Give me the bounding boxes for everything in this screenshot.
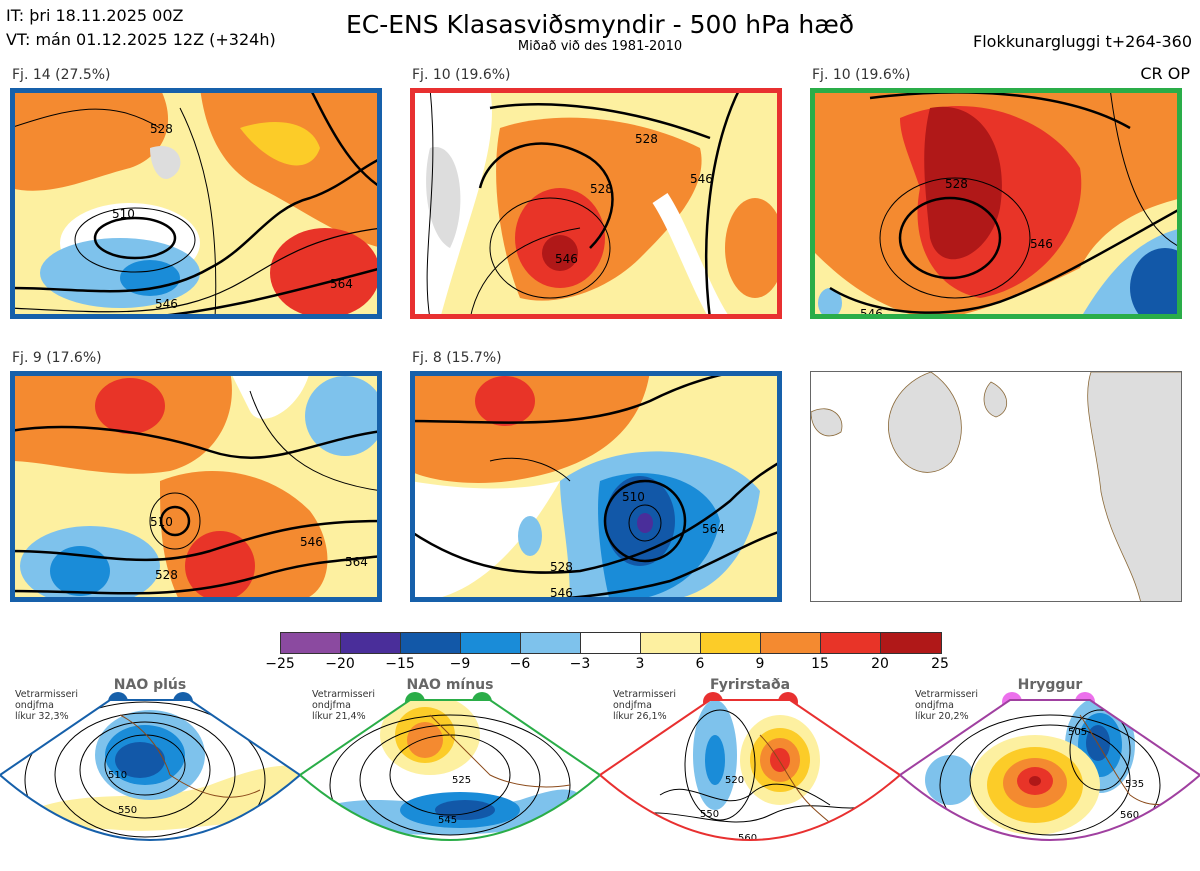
cluster-map-3: 528 546 546 bbox=[810, 88, 1182, 319]
regime-note: Vetrarmisseri ondjfma líkur 26,1% bbox=[613, 689, 676, 722]
contour-label: 510 bbox=[112, 207, 135, 221]
colorbar-swatch bbox=[821, 633, 881, 653]
regime-season: Vetrarmisseri bbox=[613, 689, 676, 700]
panel-label: Fj. 10 (19.6%) bbox=[812, 67, 911, 83]
page-subtitle: Miðað við des 1981-2010 bbox=[517, 39, 683, 54]
regime-probability: líkur 20,2% bbox=[915, 711, 969, 722]
regime-metric: ondjfma bbox=[312, 700, 351, 711]
colorbar-tick: −25 bbox=[265, 656, 295, 672]
regime-title: NAO plús bbox=[113, 677, 187, 693]
regime-probability: líkur 26,1% bbox=[613, 711, 667, 722]
colorbar-swatch bbox=[401, 633, 461, 653]
regime-probability: líkur 32,3% bbox=[15, 711, 69, 722]
colorbar-swatch bbox=[701, 633, 761, 653]
regime-season: Vetrarmisseri bbox=[15, 689, 78, 700]
contour-label: 528 bbox=[150, 122, 173, 136]
colorbar-swatch bbox=[881, 633, 941, 653]
contour-label: 535 bbox=[1125, 779, 1144, 790]
contour-label: 546 bbox=[155, 297, 178, 311]
contour-label: 510 bbox=[150, 515, 173, 529]
cluster-map-5: 510 528 546 564 bbox=[410, 371, 782, 602]
regime-note: Vetrarmisseri ondjfma líkur 20,2% bbox=[915, 689, 978, 722]
cr-op-label: CR OP bbox=[1140, 64, 1190, 83]
contour-label: 546 bbox=[555, 252, 578, 266]
regime-title: Fyrirstaða bbox=[709, 677, 791, 693]
colorbar-tick: −15 bbox=[385, 656, 415, 672]
contour-label: 520 bbox=[725, 775, 744, 786]
contour-label: 510 bbox=[108, 770, 127, 781]
contour-label: 510 bbox=[622, 490, 645, 504]
cluster-map-2: 528 546 528 546 bbox=[410, 88, 782, 319]
regime-title: Hryggur bbox=[1017, 677, 1083, 693]
contour-label: 546 bbox=[550, 586, 573, 600]
colorbar-tick: 3 bbox=[635, 656, 645, 672]
colorbar-swatch bbox=[341, 633, 401, 653]
regime-map-nao-plus: 510 550 bbox=[0, 699, 300, 841]
cluster-map-4: 510 528 546 564 bbox=[10, 371, 382, 602]
contour-label: 528 bbox=[550, 560, 573, 574]
contour-label: 546 bbox=[690, 172, 713, 186]
colorbar-tick: 25 bbox=[931, 656, 949, 672]
contour-label: 560 bbox=[1120, 810, 1139, 821]
colorbar-swatch bbox=[641, 633, 701, 653]
regime-metric: ondjfma bbox=[915, 700, 954, 711]
contour-label: 546 bbox=[1030, 237, 1053, 251]
colorbar-swatch bbox=[281, 633, 341, 653]
panel-label: Fj. 8 (15.7%) bbox=[412, 350, 502, 366]
colorbar bbox=[280, 632, 942, 654]
contour-label: 528 bbox=[590, 182, 613, 196]
panel-label: Fj. 14 (27.5%) bbox=[12, 67, 111, 83]
colorbar-tick: −20 bbox=[325, 656, 355, 672]
contour-label: 550 bbox=[700, 809, 719, 820]
regime-map-nao-minus: 525 545 565 bbox=[300, 699, 600, 861]
colorbar-tick: 6 bbox=[695, 656, 705, 672]
regime-title: NAO mínus bbox=[406, 677, 494, 693]
regime-season: Vetrarmisseri bbox=[915, 689, 978, 700]
regime-note: Vetrarmisseri ondjfma líkur 32,3% bbox=[15, 689, 78, 722]
regime-season: Vetrarmisseri bbox=[312, 689, 375, 700]
regime-map-ridge: 505 535 560 bbox=[900, 699, 1200, 841]
cluster-map-1: 510 528 546 564 bbox=[10, 88, 382, 319]
contour-label: 550 bbox=[118, 805, 137, 816]
panel-label: Fj. 10 (19.6%) bbox=[412, 67, 511, 83]
regime-probability: líkur 21,4% bbox=[312, 711, 366, 722]
colorbar-tick: 9 bbox=[755, 656, 765, 672]
contour-label: 560 bbox=[738, 833, 757, 844]
colorbar-swatch bbox=[461, 633, 521, 653]
regime-metric: ondjfma bbox=[15, 700, 54, 711]
regime-note: Vetrarmisseri ondjfma líkur 21,4% bbox=[312, 689, 375, 722]
colorbar-swatch bbox=[581, 633, 641, 653]
panel-label: Fj. 9 (17.6%) bbox=[12, 350, 102, 366]
regime-map-blocking: 520 550 560 bbox=[600, 699, 900, 844]
contour-label: 525 bbox=[452, 775, 471, 786]
colorbar-tick: −3 bbox=[569, 656, 591, 672]
colorbar-swatch bbox=[761, 633, 821, 653]
operational-map bbox=[810, 371, 1182, 602]
classification-window: Flokkunargluggi t+264-360 bbox=[973, 32, 1192, 51]
init-time: IT: þri 18.11.2025 00Z bbox=[6, 6, 184, 25]
contour-label: 546 bbox=[300, 535, 323, 549]
colorbar-tick: −6 bbox=[509, 656, 531, 672]
contour-label: 564 bbox=[345, 555, 368, 569]
valid-time: VT: mán 01.12.2025 12Z (+324h) bbox=[6, 30, 276, 49]
contour-label: 564 bbox=[330, 277, 353, 291]
contour-label: 505 bbox=[1068, 727, 1087, 738]
page-title: EC-ENS Klasasviðsmyndir - 500 hPa hæð bbox=[345, 10, 855, 39]
colorbar-tick: 15 bbox=[811, 656, 829, 672]
contour-label: 528 bbox=[635, 132, 658, 146]
colorbar-tick: −9 bbox=[449, 656, 471, 672]
contour-label: 565 bbox=[445, 850, 464, 861]
colorbar-swatch bbox=[521, 633, 581, 653]
contour-label: 564 bbox=[702, 522, 725, 536]
regime-metric: ondjfma bbox=[613, 700, 652, 711]
contour-label: 528 bbox=[155, 568, 178, 582]
contour-label: 546 bbox=[860, 307, 883, 319]
contour-label: 528 bbox=[945, 177, 968, 191]
contour-label: 545 bbox=[438, 815, 457, 826]
colorbar-tick: 20 bbox=[871, 656, 889, 672]
